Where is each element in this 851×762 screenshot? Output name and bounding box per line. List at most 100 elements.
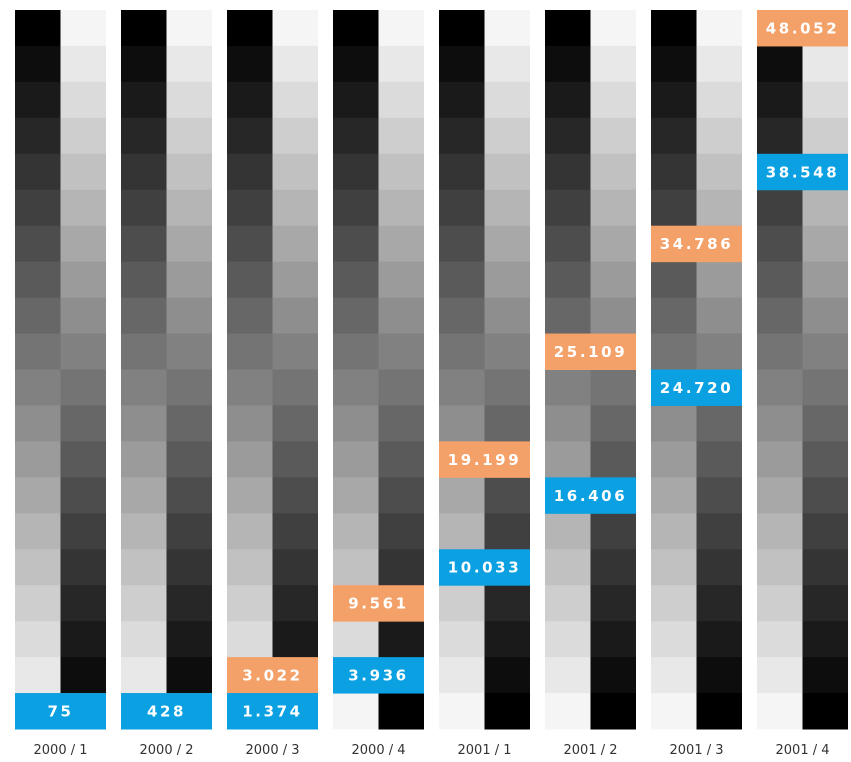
gradient-cell-left bbox=[651, 693, 697, 730]
gradient-cell-left bbox=[439, 10, 485, 47]
gradient-cell-right bbox=[60, 657, 106, 694]
gradient-cell-left bbox=[651, 441, 697, 478]
gradient-cell-left bbox=[227, 189, 273, 227]
gradient-cell-left bbox=[439, 297, 485, 335]
gradient-cell-right bbox=[166, 477, 212, 514]
gradient-cell-left bbox=[757, 585, 803, 622]
gradient-cell-right bbox=[696, 513, 742, 550]
gradient-cell-right bbox=[60, 297, 106, 335]
gradient-cell-left bbox=[439, 45, 485, 83]
gradient-cell-right bbox=[590, 153, 636, 191]
gradient-cell-left bbox=[439, 333, 485, 370]
gradient-cell-left bbox=[757, 189, 803, 227]
gradient-cell-right bbox=[590, 621, 636, 658]
gradient-cell-left bbox=[227, 10, 273, 47]
gradient-cell-left bbox=[545, 45, 591, 83]
x-tick-label: 2000 / 2 bbox=[140, 743, 194, 758]
gradient-cell-right bbox=[590, 441, 636, 478]
gradient-cell-left bbox=[121, 189, 167, 227]
gradient-cell-left bbox=[545, 621, 591, 658]
gradient-cell-right bbox=[590, 10, 636, 47]
gradient-cell-right bbox=[60, 369, 106, 406]
gradient-cell-left bbox=[227, 297, 273, 335]
gradient-cell-right bbox=[802, 225, 848, 263]
gradient-cell-left bbox=[439, 225, 485, 263]
gradient-cell-left bbox=[757, 117, 803, 155]
value-marker-blue: 10.033 bbox=[439, 549, 530, 586]
gradient-cell-right bbox=[378, 693, 424, 730]
x-tick-label: 2001 / 1 bbox=[458, 743, 512, 758]
gradient-cell-right bbox=[166, 297, 212, 335]
gradient-cell-left bbox=[333, 441, 379, 478]
gradient-cell-right bbox=[696, 10, 742, 47]
gradient-cell-left bbox=[545, 657, 591, 694]
gradient-cell-left bbox=[121, 153, 167, 191]
gradient-cell-right bbox=[484, 297, 530, 335]
value-label: 9.561 bbox=[348, 595, 408, 613]
gradient-cell-left bbox=[651, 117, 697, 155]
gradient-cell-right bbox=[166, 225, 212, 263]
gradient-cell-left bbox=[121, 333, 167, 370]
gradient-cell-right bbox=[802, 45, 848, 83]
gradient-cell-right bbox=[378, 621, 424, 658]
gradient-cell-left bbox=[15, 585, 61, 622]
value-marker-box bbox=[227, 693, 318, 730]
gradient-cell-right bbox=[166, 621, 212, 658]
value-marker-orange: 3.022 bbox=[227, 657, 318, 694]
gradient-cell-right bbox=[378, 45, 424, 83]
gradient-cell-left bbox=[545, 153, 591, 191]
gradient-cell-right bbox=[590, 225, 636, 263]
gradient-cell-left bbox=[15, 513, 61, 550]
value-label: 48.052 bbox=[766, 19, 839, 37]
gradient-cell-right bbox=[60, 261, 106, 299]
gradient-cell-right bbox=[590, 189, 636, 227]
gradient-cell-right bbox=[802, 261, 848, 299]
gradient-cell-left bbox=[439, 81, 485, 119]
gradient-cell-left bbox=[15, 405, 61, 442]
x-tick-label: 2001 / 3 bbox=[670, 743, 724, 758]
gradient-cell-left bbox=[439, 369, 485, 406]
gradient-cell-left bbox=[757, 477, 803, 514]
gradient-cell-right bbox=[484, 153, 530, 191]
gradient-cell-right bbox=[484, 693, 530, 730]
gradient-cell-left bbox=[651, 513, 697, 550]
gradient-cell-right bbox=[378, 369, 424, 406]
gradient-cell-right bbox=[60, 477, 106, 514]
gradient-cell-right bbox=[484, 477, 530, 514]
gradient-cell-left bbox=[757, 297, 803, 335]
gradient-cell-right bbox=[590, 45, 636, 83]
gradient-cell-left bbox=[651, 81, 697, 119]
value-label: 16.406 bbox=[554, 487, 627, 505]
gradient-cell-right bbox=[802, 549, 848, 586]
gradient-cell-right bbox=[590, 297, 636, 335]
gradient-cell-left bbox=[545, 693, 591, 730]
gradient-cell-left bbox=[15, 225, 61, 263]
gradient-cell-left bbox=[15, 189, 61, 227]
gradient-cell-right bbox=[802, 657, 848, 694]
gradient-cell-left bbox=[227, 81, 273, 119]
value-marker-box bbox=[333, 585, 424, 622]
gradient-cell-left bbox=[121, 10, 167, 47]
gradient-cell-left bbox=[227, 621, 273, 658]
gradient-cell-left bbox=[545, 441, 591, 478]
gradient-cell-right bbox=[802, 513, 848, 550]
value-marker-box bbox=[545, 333, 636, 370]
value-label: 3.936 bbox=[348, 667, 408, 685]
gradient-cell-left bbox=[227, 153, 273, 191]
gradient-cell-right bbox=[166, 405, 212, 442]
gradient-cell-left bbox=[121, 657, 167, 694]
value-marker-blue: 38.548 bbox=[757, 153, 848, 191]
gradient-cell-right bbox=[378, 10, 424, 47]
gradient-cell-right bbox=[378, 441, 424, 478]
value-marker-box bbox=[333, 657, 424, 694]
gradient-cell-right bbox=[378, 189, 424, 227]
gradient-cell-right bbox=[272, 549, 318, 586]
gradient-cell-right bbox=[60, 585, 106, 622]
gradient-cell-left bbox=[333, 225, 379, 263]
x-tick-label: 2001 / 4 bbox=[776, 743, 830, 758]
gradient-cell-right bbox=[60, 10, 106, 47]
value-label: 24.720 bbox=[660, 379, 733, 397]
gradient-cell-left bbox=[651, 297, 697, 335]
gradient-cell-right bbox=[696, 297, 742, 335]
gradient-cell-right bbox=[802, 405, 848, 442]
